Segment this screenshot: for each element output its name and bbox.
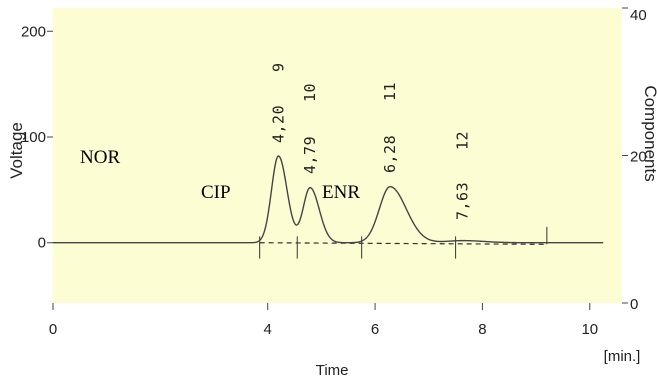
- peak-number: 11: [381, 82, 399, 101]
- x-axis-unit: [min.]: [604, 348, 641, 365]
- x-tick-label: 4: [264, 321, 272, 338]
- chromatogram-trace: [53, 155, 604, 244]
- x-tick-label: 8: [478, 321, 486, 338]
- plot-area: [53, 8, 622, 303]
- x-axis-ticks: 0 4 6 8 10: [49, 303, 598, 338]
- peak-retention-time: 7,63: [454, 182, 472, 220]
- y-left-tick-label: 100: [21, 129, 46, 146]
- peak-labels: 4,20 9 NOR 4,79 10 CIP 6,28 11 ENR 7,63 12: [80, 62, 472, 220]
- peak-retention-time: 6,28: [381, 135, 399, 173]
- y-axis-right-title: Components: [641, 85, 657, 181]
- peak-retention-time: 4,20: [269, 105, 287, 143]
- x-tick-label: 10: [581, 321, 598, 338]
- y-right-tick-label: 20: [630, 149, 647, 166]
- compound-label: ENR: [322, 182, 360, 203]
- x-tick-label: 0: [49, 321, 57, 338]
- peak-number: 12: [454, 131, 472, 150]
- x-tick-label: 6: [371, 321, 379, 338]
- y-axis-left-title: Voltage: [7, 122, 26, 179]
- integration-baseline: [259, 242, 547, 245]
- y-right-tick-label: 40: [630, 7, 647, 24]
- y-left-tick-label: 200: [21, 23, 46, 40]
- peak-number: 9: [269, 62, 287, 72]
- compound-label: NOR: [80, 147, 120, 168]
- y-left-tick-label: 0: [38, 235, 46, 252]
- peak-number: 10: [301, 83, 319, 102]
- y-axis-right-ticks: 40 20 0: [622, 7, 647, 313]
- peak-retention-time: 4,79: [301, 136, 319, 174]
- x-axis-title: Time: [316, 362, 349, 379]
- y-right-tick-label: 0: [630, 296, 638, 313]
- compound-label: CIP: [201, 182, 231, 203]
- y-axis-left-ticks: 200 100 0: [21, 23, 53, 252]
